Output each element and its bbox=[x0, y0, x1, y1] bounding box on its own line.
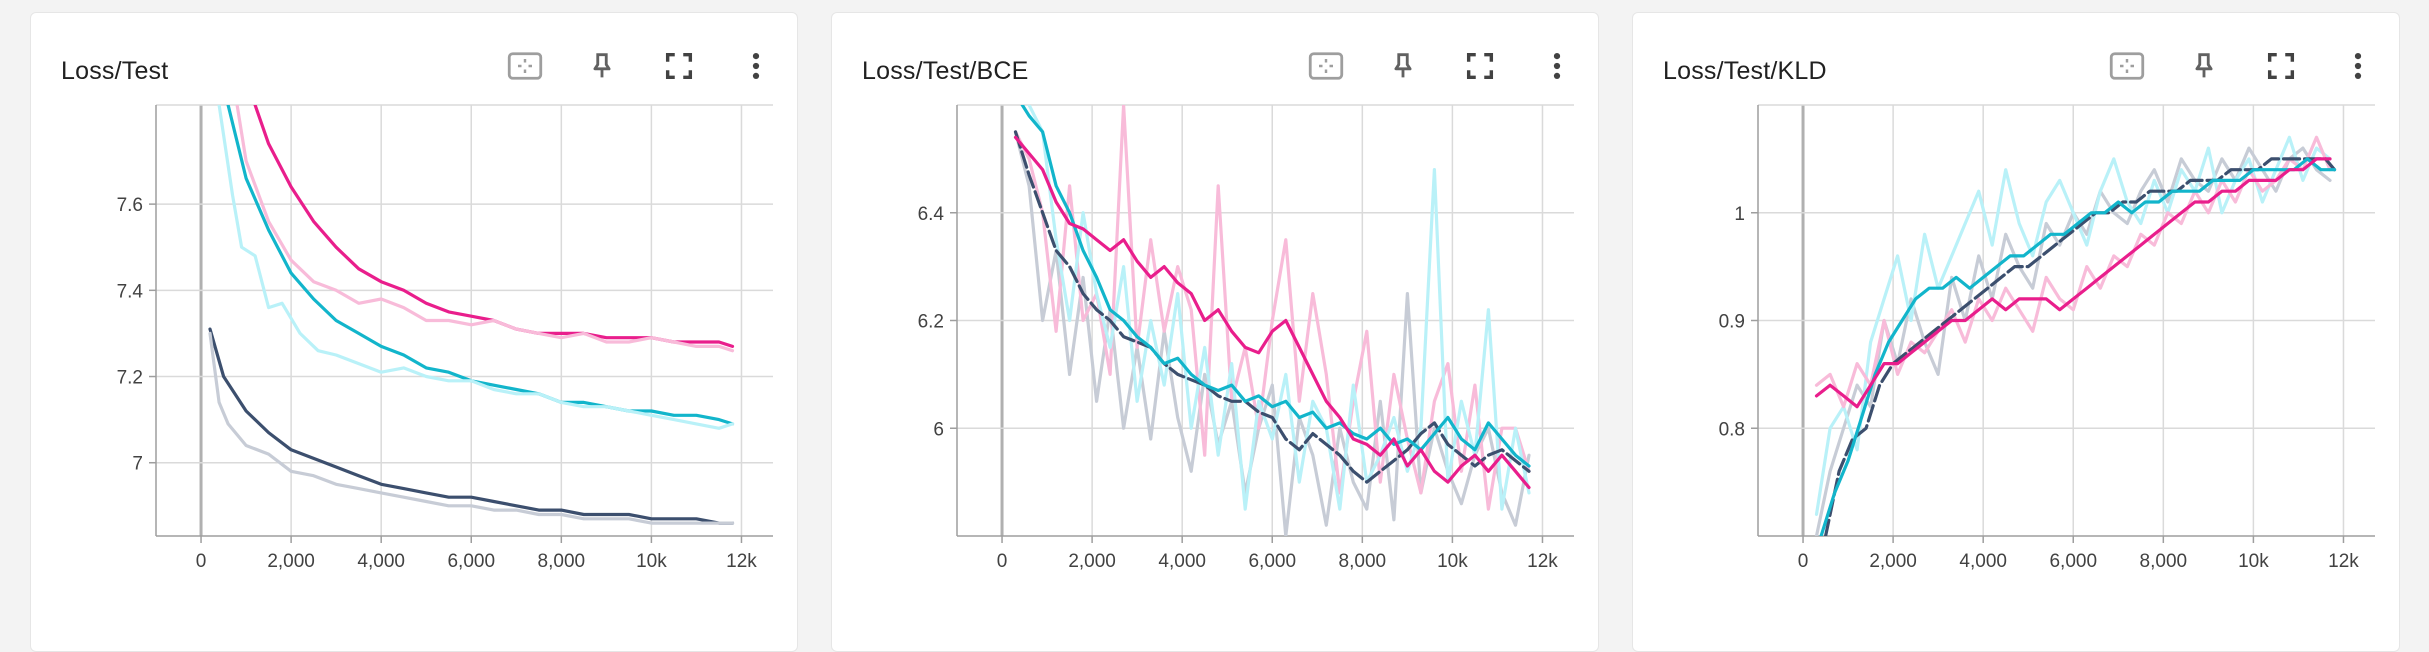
x-tick-label: 10k bbox=[636, 551, 667, 572]
series-line[interactable] bbox=[208, 327, 735, 525]
x-tick-label: 2,000 bbox=[1068, 551, 1116, 572]
x-tick-label: 0 bbox=[1798, 551, 1809, 572]
series-line[interactable] bbox=[226, 105, 735, 426]
fit-domain-icon bbox=[1308, 52, 1344, 80]
chart-title: Loss/Test/BCE bbox=[862, 57, 1029, 85]
fullscreen-icon bbox=[665, 52, 693, 80]
x-tick-label: 6,000 bbox=[1248, 551, 1296, 572]
y-tick-label: 7.2 bbox=[117, 368, 143, 389]
y-tick-label: 0.9 bbox=[1719, 312, 1745, 333]
series-line[interactable] bbox=[217, 105, 735, 430]
x-tick-label: 4,000 bbox=[1158, 551, 1206, 572]
chart-plot: 0 2,000 4,000 6,000 8,000 10k 12k 7 7.2 7.4 7.6 bbox=[117, 104, 773, 572]
x-tick-label: 4,000 bbox=[357, 551, 405, 572]
pin-icon bbox=[1394, 53, 1412, 78]
x-tick-label: 2,000 bbox=[267, 551, 315, 572]
more-vert-icon bbox=[752, 52, 760, 80]
fit-domain-icon bbox=[507, 52, 543, 80]
x-tick-label: 6,000 bbox=[447, 551, 495, 572]
pin-icon bbox=[2195, 53, 2213, 78]
x-tick-label: 10k bbox=[2238, 551, 2269, 572]
fullscreen-icon bbox=[2267, 52, 2295, 80]
chart-plot: 0 2,000 4,000 6,000 8,000 10k 12k 6 6.2 6.4 bbox=[918, 94, 1574, 572]
more-vert-icon bbox=[1553, 52, 1561, 80]
chart-card-loss-test: Loss/Test 0 2,000 4,000 6,000 8,000 10k 12k 7 7.… bbox=[30, 12, 798, 652]
series-line[interactable] bbox=[1819, 157, 2337, 536]
x-tick-label: 0 bbox=[196, 551, 207, 572]
more-vert-button[interactable] bbox=[2335, 43, 2381, 89]
series-line[interactable] bbox=[208, 331, 735, 525]
series-group bbox=[1814, 135, 2337, 536]
chart-plot: 0 2,000 4,000 6,000 8,000 10k 12k 0.8 0.9 1 bbox=[1719, 104, 2375, 572]
x-tick-label: 12k bbox=[1527, 551, 1558, 572]
series-line[interactable] bbox=[1016, 94, 1531, 468]
series-line[interactable] bbox=[1814, 135, 2332, 409]
y-tick-label: 0.8 bbox=[1719, 419, 1745, 440]
fullscreen-button[interactable] bbox=[656, 43, 702, 89]
x-tick-label: 10k bbox=[1437, 551, 1468, 572]
y-tick-label: 1 bbox=[1734, 204, 1745, 225]
pin-button[interactable] bbox=[2181, 43, 2227, 89]
y-tick-label: 6 bbox=[933, 419, 944, 440]
series-line[interactable] bbox=[1013, 135, 1531, 490]
x-tick-label: 8,000 bbox=[538, 551, 586, 572]
x-tick-label: 0 bbox=[997, 551, 1008, 572]
fit-domain-icon bbox=[2109, 52, 2145, 80]
y-tick-label: 6.4 bbox=[918, 204, 945, 225]
more-vert-button[interactable] bbox=[1534, 43, 1580, 89]
y-tick-label: 6.2 bbox=[918, 312, 944, 333]
pin-button[interactable] bbox=[1380, 43, 1426, 89]
series-line[interactable] bbox=[235, 105, 735, 353]
x-tick-label: 4,000 bbox=[1959, 551, 2007, 572]
y-tick-label: 7.4 bbox=[117, 281, 144, 302]
pin-button[interactable] bbox=[579, 43, 625, 89]
more-vert-button[interactable] bbox=[733, 43, 779, 89]
fit-domain-button[interactable] bbox=[2104, 43, 2150, 89]
series-group bbox=[1013, 94, 1531, 536]
pin-icon bbox=[593, 53, 611, 78]
fullscreen-icon bbox=[1466, 52, 1494, 80]
fit-domain-button[interactable] bbox=[502, 43, 548, 89]
chart-card-loss-test-kld: Loss/Test/KLD 0 2,000 4,000 6,000 8,000 10k 12… bbox=[1632, 12, 2400, 652]
series-line[interactable] bbox=[1814, 157, 2332, 409]
chart-card-loss-test-bce: Loss/Test/BCE 0 2,000 4,000 6,000 8,000 10k 12… bbox=[831, 12, 1599, 652]
x-tick-label: 6,000 bbox=[2049, 551, 2097, 572]
x-tick-label: 8,000 bbox=[1339, 551, 1387, 572]
y-tick-label: 7.6 bbox=[117, 195, 143, 216]
x-tick-label: 12k bbox=[726, 551, 757, 572]
chart-title: Loss/Test/KLD bbox=[1663, 57, 1827, 85]
series-line[interactable] bbox=[1013, 130, 1531, 484]
series-group bbox=[208, 105, 735, 525]
y-tick-label: 7 bbox=[132, 454, 143, 475]
fullscreen-button[interactable] bbox=[1457, 43, 1503, 89]
series-line[interactable] bbox=[1013, 130, 1531, 536]
fit-domain-button[interactable] bbox=[1303, 43, 1349, 89]
fullscreen-button[interactable] bbox=[2258, 43, 2304, 89]
chart-title: Loss/Test bbox=[61, 57, 169, 85]
x-tick-label: 12k bbox=[2328, 551, 2359, 572]
grid bbox=[950, 104, 1574, 543]
x-tick-label: 2,000 bbox=[1869, 551, 1917, 572]
more-vert-icon bbox=[2354, 52, 2362, 80]
series-line[interactable] bbox=[1814, 135, 2332, 516]
x-tick-label: 8,000 bbox=[2140, 551, 2188, 572]
